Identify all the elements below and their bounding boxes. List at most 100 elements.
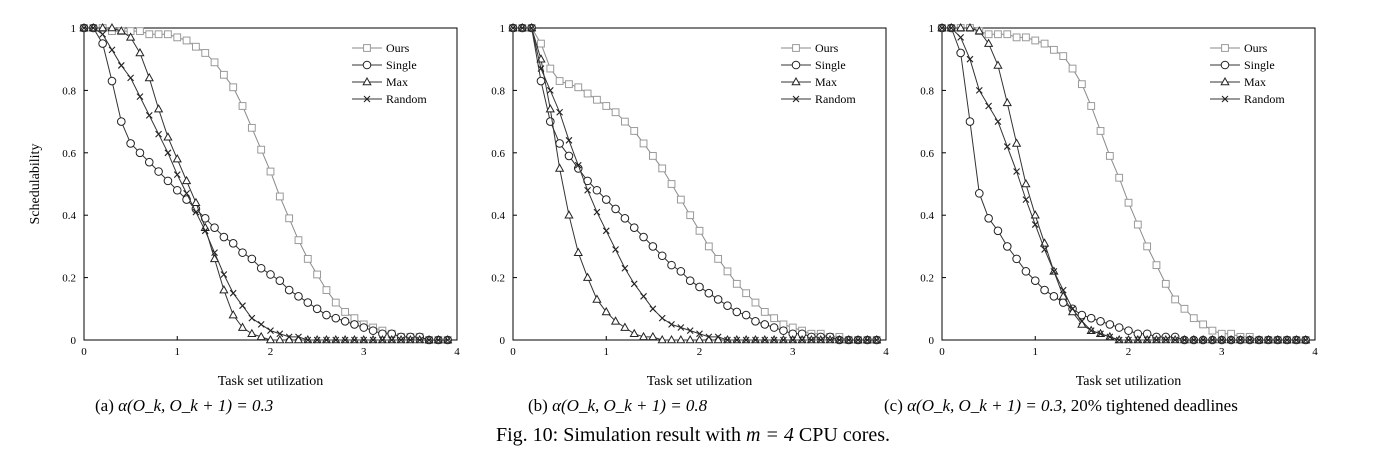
data-point-ours <box>732 279 741 288</box>
data-point-max <box>974 26 984 35</box>
data-point-single <box>228 238 238 248</box>
y-tick-label: 0.6 <box>920 148 934 160</box>
data-point-max <box>601 306 611 316</box>
x-tick-label: 1 <box>604 346 610 358</box>
data-point-ours <box>994 30 1002 39</box>
data-point-max <box>657 334 667 344</box>
data-point-random <box>323 336 330 344</box>
data-point-max <box>1058 291 1068 300</box>
data-point-max <box>648 331 658 341</box>
data-point-max <box>582 272 593 281</box>
y-tick-label: 0.8 <box>920 85 934 97</box>
data-point-max <box>993 60 1003 69</box>
legend-marker-single <box>791 60 801 70</box>
data-point-ours <box>219 70 228 79</box>
data-point-ours <box>611 108 620 117</box>
data-point-single <box>769 323 779 332</box>
data-point-random <box>341 336 349 344</box>
data-point-random <box>761 336 769 344</box>
data-point-max <box>191 197 201 207</box>
data-point-ours <box>1199 320 1207 329</box>
x-tick-label: 4 <box>1312 346 1318 358</box>
series-single <box>508 23 881 345</box>
data-point-max <box>181 175 192 185</box>
data-point-random <box>425 336 433 344</box>
data-point-ours <box>593 95 601 104</box>
chart-panel-2: 0 1 2 3 4 0 0.2 0.4 0.6 0.8 1 Task set utilization O… <box>491 22 889 389</box>
data-point-max <box>620 322 630 331</box>
data-point-random <box>1292 336 1300 344</box>
series-single <box>937 23 1310 345</box>
data-point-single <box>975 189 984 198</box>
data-point-single <box>1002 242 1012 251</box>
data-point-random <box>127 74 135 82</box>
data-point-ours <box>1161 279 1170 288</box>
data-point-random <box>369 336 377 344</box>
data-point-max <box>116 26 126 35</box>
data-point-single <box>135 148 145 158</box>
data-point-random <box>108 46 116 54</box>
data-point-single <box>275 276 285 286</box>
y-tick-label: 0.4 <box>920 210 934 222</box>
data-point-random <box>789 336 797 344</box>
data-point-random <box>1087 327 1095 335</box>
data-point-random <box>724 336 731 344</box>
data-point-single <box>984 214 993 223</box>
data-point-random <box>677 324 685 331</box>
subcaption-c-extra: 20% tightened deadlines <box>1070 396 1238 415</box>
data-point-random <box>173 171 181 179</box>
data-point-ours <box>1050 45 1058 54</box>
data-point-ours <box>648 152 657 160</box>
data-point-max <box>1011 138 1022 147</box>
data-point-ours <box>583 89 592 98</box>
data-point-single <box>359 323 369 332</box>
data-point-ours <box>742 289 751 298</box>
y-tick-label: 1 <box>929 23 935 35</box>
data-point-max <box>955 22 966 32</box>
y-tick-label: 0.8 <box>491 85 505 97</box>
data-point-ours <box>266 167 275 176</box>
data-point-single <box>238 248 247 257</box>
x-axis-title: Task set utilization <box>647 374 753 389</box>
data-point-max <box>965 22 975 32</box>
data-point-random <box>668 321 675 328</box>
data-point-random <box>1115 336 1123 344</box>
data-point-max <box>97 22 108 32</box>
data-point-ours <box>555 77 564 85</box>
y-tick-label: 0.6 <box>491 148 505 160</box>
data-point-ours <box>714 254 723 263</box>
data-point-single <box>350 320 359 329</box>
data-point-random <box>780 336 787 344</box>
data-point-random <box>1069 305 1076 313</box>
data-point-max <box>1030 210 1040 219</box>
data-point-random <box>201 227 209 235</box>
data-point-random <box>1003 143 1011 150</box>
data-point-ours <box>322 286 331 294</box>
data-point-single <box>601 195 611 204</box>
data-point-single <box>993 226 1003 236</box>
data-point-ours <box>1096 127 1105 135</box>
x-tick-label: 4 <box>454 346 460 358</box>
data-point-single <box>340 316 350 326</box>
legend-marker-ours <box>363 44 371 52</box>
data-point-single <box>779 326 788 335</box>
data-point-single <box>1086 313 1096 323</box>
data-point-single <box>1012 254 1021 264</box>
data-point-random <box>406 336 414 344</box>
subcaption-b-label: (b) <box>528 396 548 415</box>
data-point-ours <box>1124 198 1133 207</box>
data-point-random <box>714 333 722 341</box>
data-point-random <box>752 336 759 344</box>
data-point-ours <box>1105 152 1114 160</box>
legend-label-ours: Ours <box>1244 41 1268 55</box>
data-point-random <box>1274 336 1282 344</box>
data-point-max <box>676 334 686 344</box>
data-point-ours <box>984 30 993 39</box>
data-point-ours <box>1189 314 1198 323</box>
data-point-ours <box>275 192 284 201</box>
data-point-ours <box>1152 261 1161 270</box>
data-point-random <box>957 33 965 41</box>
data-point-random <box>1050 267 1058 275</box>
data-point-ours <box>1087 102 1096 110</box>
data-point-ours <box>546 64 555 73</box>
